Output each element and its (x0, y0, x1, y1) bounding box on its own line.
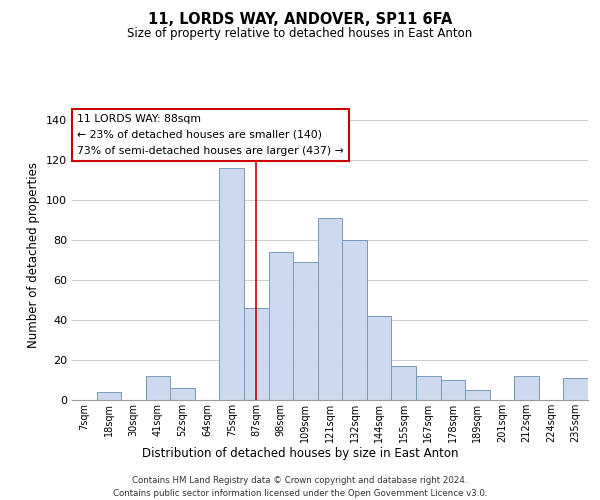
Bar (146, 376, 170, 400)
Bar (514, 376, 539, 400)
Bar (465, 390, 490, 400)
Bar (244, 308, 269, 400)
Text: Contains public sector information licensed under the Open Government Licence v3: Contains public sector information licen… (113, 489, 487, 498)
Bar (367, 316, 391, 400)
Text: Contains HM Land Registry data © Crown copyright and database right 2024.: Contains HM Land Registry data © Crown c… (132, 476, 468, 485)
Y-axis label: Number of detached properties: Number of detached properties (28, 162, 40, 348)
Text: Distribution of detached houses by size in East Anton: Distribution of detached houses by size … (142, 448, 458, 460)
Bar (170, 388, 195, 400)
Bar (342, 240, 367, 400)
Text: Size of property relative to detached houses in East Anton: Size of property relative to detached ho… (127, 28, 473, 40)
Bar (97, 392, 121, 400)
Bar (416, 376, 440, 400)
Bar (391, 366, 416, 400)
Bar (318, 218, 342, 400)
Bar (440, 380, 465, 400)
Bar (269, 252, 293, 400)
Text: 11, LORDS WAY, ANDOVER, SP11 6FA: 11, LORDS WAY, ANDOVER, SP11 6FA (148, 12, 452, 28)
Bar (220, 168, 244, 400)
Bar (563, 378, 588, 400)
Bar (293, 262, 318, 400)
Text: 11 LORDS WAY: 88sqm
← 23% of detached houses are smaller (140)
73% of semi-detac: 11 LORDS WAY: 88sqm ← 23% of detached ho… (77, 114, 344, 156)
